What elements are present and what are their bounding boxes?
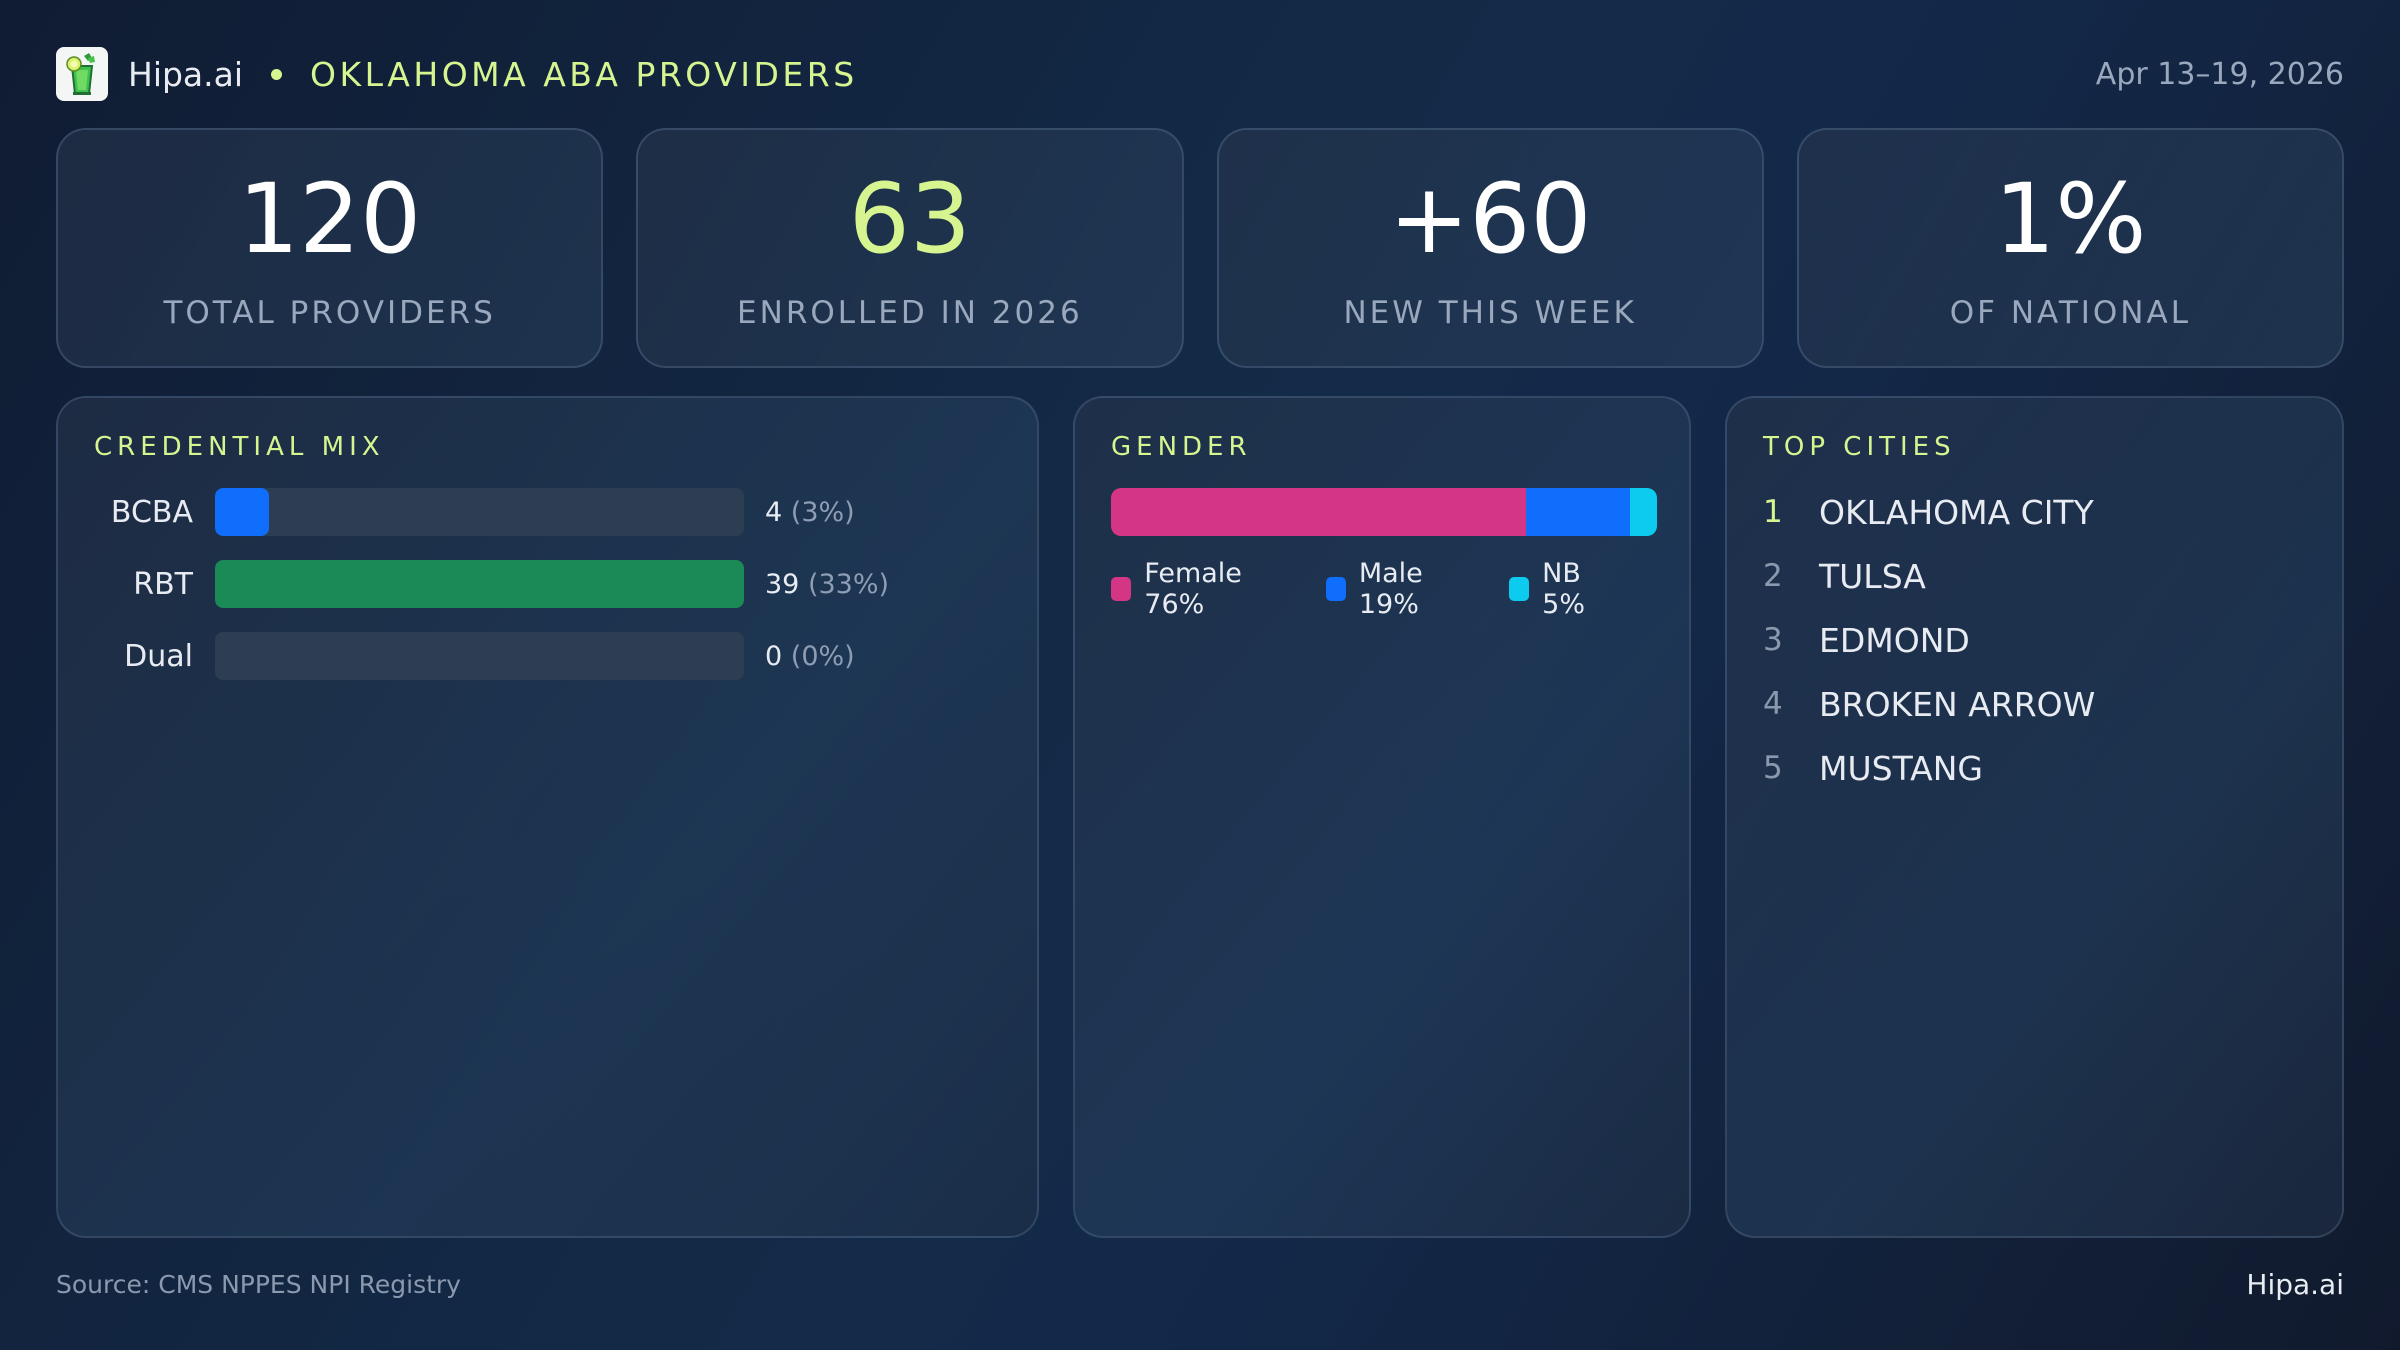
legend-label: Female 76% xyxy=(1144,558,1242,620)
credential-label: Dual xyxy=(124,638,193,674)
legend-item-male: Male 19% xyxy=(1325,558,1481,620)
date-range: Apr 13–19, 2026 xyxy=(2095,56,2344,92)
city-item: 5 MUSTANG xyxy=(1763,736,2306,800)
panels: CREDENTIAL MIX BCBA 4 (3%) RBT 39 (33%) … xyxy=(56,396,2344,1238)
gender-segment-female xyxy=(1111,488,1526,536)
legend-item-nb: NB 5% xyxy=(1508,558,1625,620)
panel-title: CREDENTIAL MIX xyxy=(94,432,385,462)
gender-segment-male xyxy=(1525,488,1630,536)
brand-name: Hipa.ai xyxy=(128,54,244,94)
city-name: OKLAHOMA CITY xyxy=(1819,492,2094,532)
legend-swatch xyxy=(1325,577,1346,601)
credential-value: 39 (33%) xyxy=(765,568,890,600)
credential-label: RBT xyxy=(133,566,193,602)
credential-row-bcba: BCBA 4 (3%) xyxy=(94,488,1001,536)
credential-row-rbt: RBT 39 (33%) xyxy=(94,560,1001,608)
credential-mix-panel: CREDENTIAL MIX BCBA 4 (3%) RBT 39 (33%) … xyxy=(56,396,1039,1238)
credential-value: 0 (0%) xyxy=(765,640,855,672)
gender-legend: Female 76% Male 19% NB 5% xyxy=(1111,558,1653,620)
credential-row-dual: Dual 0 (0%) xyxy=(94,632,1001,680)
panel-title: TOP CITIES xyxy=(1763,432,1956,462)
city-name: TULSA xyxy=(1819,556,1926,596)
separator-dot xyxy=(271,68,283,80)
header: Hipa.ai OKLAHOMA ABA PROVIDERS Apr 13–19… xyxy=(56,46,2344,102)
stat-card-enrolled: 63 ENROLLED IN 2026 xyxy=(636,128,1184,368)
legend-swatch xyxy=(1508,577,1530,601)
city-name: MUSTANG xyxy=(1819,748,1984,788)
city-name: EDMOND xyxy=(1819,620,1970,660)
stat-card-of-national: 1% OF NATIONAL xyxy=(1796,128,2344,368)
stat-card-new-this-week: +60 NEW THIS WEEK xyxy=(1216,128,1764,368)
logo xyxy=(56,47,108,101)
city-item: 3 EDMOND xyxy=(1763,608,2306,672)
page-title: OKLAHOMA ABA PROVIDERS xyxy=(310,54,858,94)
city-rank: 4 xyxy=(1763,686,1783,722)
legend-label: NB 5% xyxy=(1542,558,1586,620)
credential-bar-chart: BCBA 4 (3%) RBT 39 (33%) Dual 0 (0%) xyxy=(94,488,1001,680)
city-rank: 2 xyxy=(1763,558,1783,594)
city-item: 1 OKLAHOMA CITY xyxy=(1763,480,2306,544)
bar-track xyxy=(215,560,744,608)
stat-cards: 120 TOTAL PROVIDERS 63 ENROLLED IN 2026 … xyxy=(56,128,2344,368)
credential-value: 4 (3%) xyxy=(765,496,855,528)
gender-stacked-bar xyxy=(1111,488,1657,536)
gender-segment-nb xyxy=(1629,488,1657,536)
city-item: 2 TULSA xyxy=(1763,544,2306,608)
legend-label: Male 19% xyxy=(1358,558,1423,620)
city-rank: 1 xyxy=(1763,494,1783,530)
bar-fill xyxy=(215,560,744,608)
stat-label: ENROLLED IN 2026 xyxy=(737,295,1083,331)
stat-value: +60 xyxy=(1388,163,1592,275)
stat-card-total-providers: 120 TOTAL PROVIDERS xyxy=(56,128,604,368)
stat-label: TOTAL PROVIDERS xyxy=(163,295,496,331)
legend-item-female: Female 76% xyxy=(1111,558,1298,620)
city-rank: 3 xyxy=(1763,622,1783,658)
city-list: 1 OKLAHOMA CITY 2 TULSA 3 EDMOND 4 BROKE… xyxy=(1763,480,2306,800)
stat-value: 63 xyxy=(848,163,971,275)
bar-track xyxy=(215,632,744,680)
footer-source: Source: CMS NPPES NPI Registry xyxy=(56,1270,461,1299)
gender-panel: GENDER Female 76% Male 19% NB 5% xyxy=(1073,396,1691,1238)
stat-value: 120 xyxy=(238,163,422,275)
city-name: BROKEN ARROW xyxy=(1819,684,2096,724)
footer-brand: Hipa.ai xyxy=(2246,1268,2344,1301)
bar-fill xyxy=(215,488,270,536)
credential-label: BCBA xyxy=(110,494,193,530)
stat-label: OF NATIONAL xyxy=(1949,295,2191,331)
mojito-glass-icon xyxy=(66,53,95,95)
legend-swatch xyxy=(1111,577,1132,601)
bar-track xyxy=(215,488,744,536)
stat-label: NEW THIS WEEK xyxy=(1343,295,1637,331)
stat-value: 1% xyxy=(1994,163,2147,275)
city-item: 4 BROKEN ARROW xyxy=(1763,672,2306,736)
panel-title: GENDER xyxy=(1111,432,1252,462)
top-cities-panel: TOP CITIES 1 OKLAHOMA CITY 2 TULSA 3 EDM… xyxy=(1725,396,2344,1238)
city-rank: 5 xyxy=(1763,750,1783,786)
